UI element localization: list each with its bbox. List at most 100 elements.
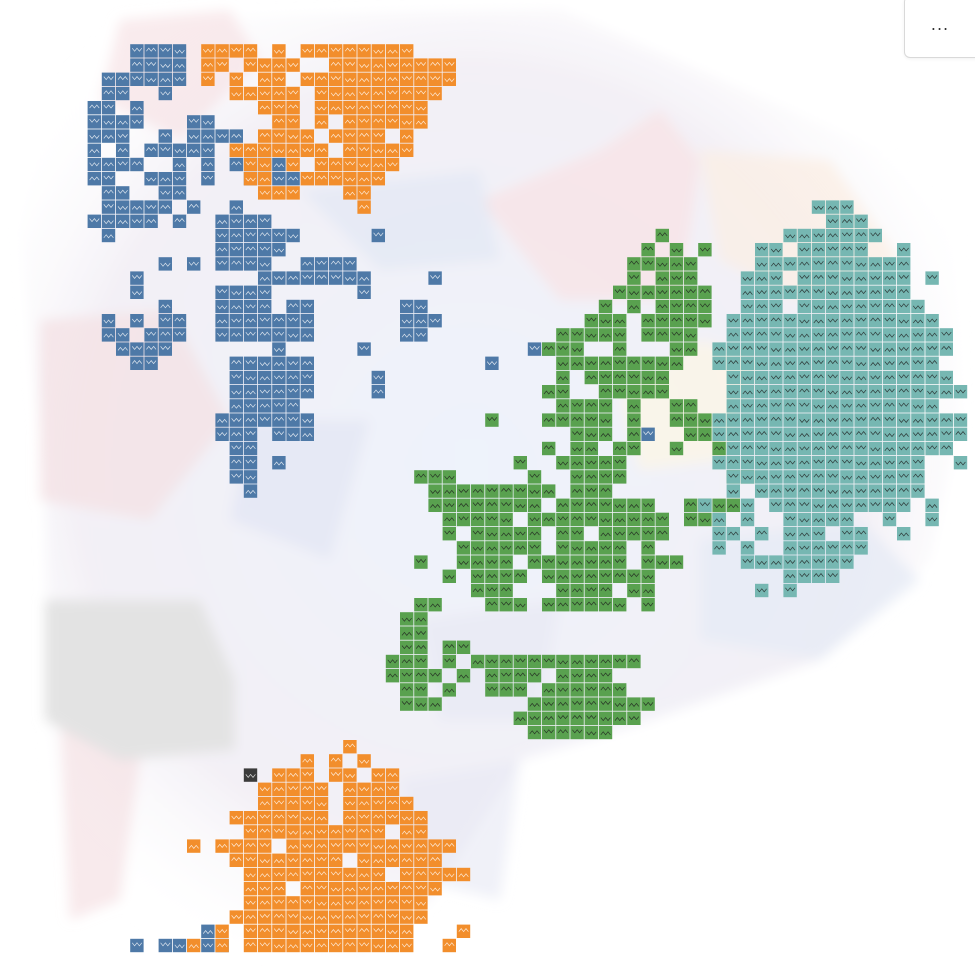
grid-cell-orange xyxy=(357,910,371,924)
cell-sparkline xyxy=(586,402,597,407)
grid-cell-teal xyxy=(925,441,939,456)
grid-cell-blue xyxy=(300,370,314,385)
grid-cell-orange xyxy=(329,172,343,186)
cell-sparkline xyxy=(614,686,625,691)
grid-cell-green xyxy=(613,697,627,711)
cell-sparkline xyxy=(359,873,370,878)
cell-sparkline xyxy=(557,503,569,508)
grid-cell-blue xyxy=(116,200,130,214)
cell-sparkline xyxy=(344,61,356,66)
grid-cell-teal xyxy=(840,299,854,314)
grid-cell-green xyxy=(598,512,613,527)
cell-sparkline xyxy=(770,375,782,380)
grid-cell-teal xyxy=(726,399,740,413)
grid-cell-green xyxy=(513,598,527,612)
cell-sparkline xyxy=(330,76,341,81)
cell-sparkline xyxy=(288,303,299,308)
cell-sparkline xyxy=(870,389,881,394)
cell-sparkline xyxy=(245,246,256,251)
grid-cell-teal xyxy=(726,370,740,385)
grid-cell-blue xyxy=(428,314,442,328)
more-options-button[interactable]: ... xyxy=(904,0,975,58)
grid-cell-orange xyxy=(215,44,229,58)
cell-sparkline xyxy=(302,800,313,805)
grid-cell-teal xyxy=(854,470,868,484)
grid-cell-blue xyxy=(116,115,130,129)
grid-cell-blue xyxy=(201,172,215,186)
cell-sparkline xyxy=(401,659,412,664)
cell-sparkline xyxy=(643,260,654,265)
grid-cell-blue xyxy=(243,413,258,427)
grid-cell-teal xyxy=(868,342,882,356)
grid-cell-blue xyxy=(300,356,314,370)
cell-sparkline xyxy=(870,431,881,436)
grid-cell-teal xyxy=(740,456,755,470)
grid-cell-teal xyxy=(726,314,740,328)
grid-cell-blue xyxy=(130,115,144,129)
grid-cell-orange xyxy=(229,86,243,101)
cell-sparkline xyxy=(685,502,696,507)
cell-sparkline xyxy=(344,828,356,833)
cell-sparkline xyxy=(898,473,909,478)
cell-sparkline xyxy=(288,786,299,791)
grid-cell-orange xyxy=(286,157,300,172)
cell-sparkline xyxy=(643,503,654,508)
cell-sparkline xyxy=(217,319,228,324)
cell-sparkline xyxy=(231,842,242,847)
grid-cell-green xyxy=(613,555,627,569)
grid-cell-teal xyxy=(854,243,868,257)
grid-cell-orange xyxy=(329,882,343,896)
grid-cell-teal xyxy=(797,441,811,456)
cell-sparkline xyxy=(785,433,796,438)
grid-cell-green xyxy=(485,569,499,583)
cell-sparkline xyxy=(884,388,895,393)
cell-sparkline xyxy=(288,844,299,849)
grid-cell-green xyxy=(669,285,684,299)
grid-cell-green xyxy=(584,711,598,725)
grid-cell-orange xyxy=(357,101,371,115)
grid-cell-teal xyxy=(925,385,939,399)
cell-sparkline xyxy=(813,531,824,536)
cell-sparkline xyxy=(785,402,796,407)
grid-cell-blue xyxy=(286,370,300,385)
grid-cell-teal xyxy=(797,498,811,512)
grid-cell-green xyxy=(698,413,712,427)
cell-sparkline xyxy=(174,944,185,949)
cell-sparkline xyxy=(486,546,498,551)
cell-sparkline xyxy=(373,77,384,82)
grid-cell-orange xyxy=(442,58,456,72)
grid-cell-orange xyxy=(300,143,314,157)
cell-sparkline xyxy=(245,403,256,408)
cell-sparkline xyxy=(316,274,327,279)
grid-cell-green xyxy=(627,385,641,399)
grid-cell-teal xyxy=(868,385,882,399)
cell-sparkline xyxy=(316,943,327,948)
grid-cell-teal xyxy=(755,441,769,456)
cell-sparkline xyxy=(770,416,782,421)
grid-cell-orange xyxy=(314,853,329,867)
cell-sparkline xyxy=(643,544,654,549)
cell-sparkline xyxy=(600,601,611,606)
grid-cell-blue xyxy=(400,299,414,314)
grid-cell-blue xyxy=(343,271,357,285)
cell-sparkline xyxy=(813,289,824,294)
cell-sparkline xyxy=(330,829,341,834)
grid-cell-teal xyxy=(769,285,783,299)
grid-cell-green xyxy=(542,711,556,725)
cell-sparkline xyxy=(117,120,128,125)
grid-cell-teal xyxy=(769,441,783,456)
grid-cell-blue xyxy=(258,385,272,399)
cell-sparkline xyxy=(273,331,285,336)
grid-cell-green xyxy=(627,512,641,527)
grid-cell-teal xyxy=(840,257,854,271)
grid-cell-teal xyxy=(882,512,897,527)
cell-sparkline xyxy=(202,930,214,935)
cell-sparkline xyxy=(373,49,384,54)
cell-sparkline xyxy=(557,416,569,421)
grid-cell-green xyxy=(513,683,527,697)
grid-cell-teal xyxy=(712,413,726,427)
cell-sparkline xyxy=(714,518,725,523)
cell-sparkline xyxy=(344,942,356,947)
cell-sparkline xyxy=(614,603,625,608)
